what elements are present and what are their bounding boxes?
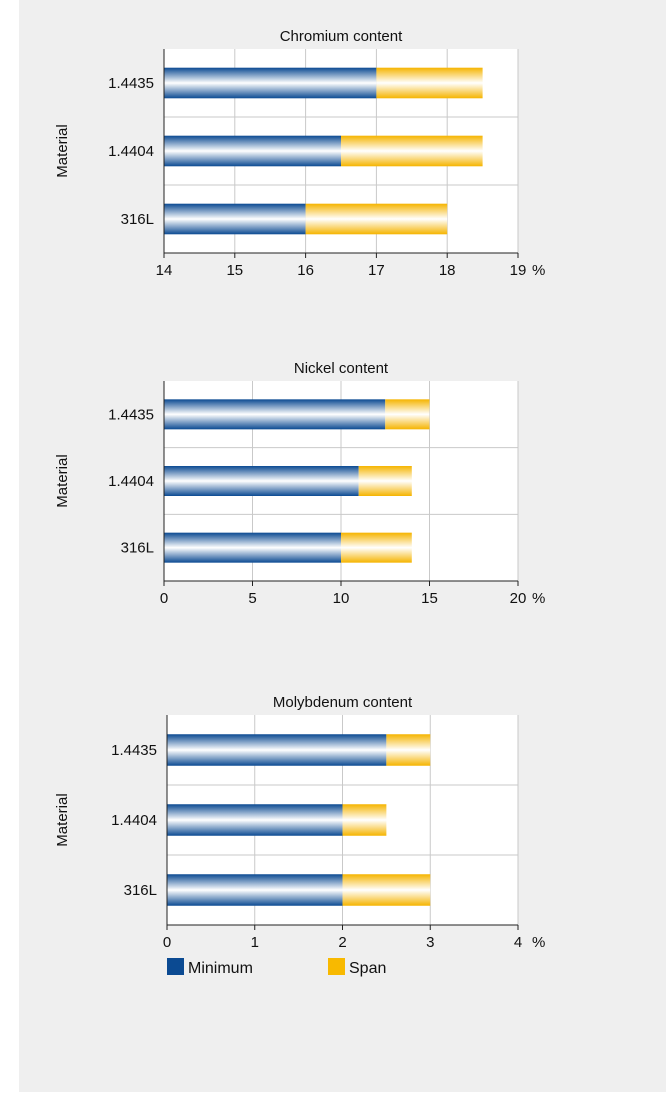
chart-panel: Chromium content 1.4435 1.4404 316L 14 15 16 17… bbox=[19, 0, 666, 1092]
nickel-category-label: 1.4435 bbox=[108, 406, 154, 423]
molybdenum-category-label: 1.4435 bbox=[111, 742, 157, 759]
molybdenum-x-tick-label: 2 bbox=[338, 934, 346, 951]
chromium-x-tick-label: 17 bbox=[368, 262, 385, 279]
nickel-category-label: 316L bbox=[121, 540, 154, 557]
chromium-bar-span-1.4435 bbox=[376, 67, 483, 99]
molybdenum-bar-minimum-1.4404 bbox=[167, 804, 343, 836]
nickel-chart: Nickel content 1.4435 1.4404 316L 0 5 10 15 20 % M… bbox=[54, 360, 545, 607]
molybdenum-x-tick-label: 3 bbox=[426, 934, 434, 951]
nickel-bar-minimum-316L bbox=[164, 532, 341, 563]
molybdenum-category-label: 1.4404 bbox=[111, 812, 157, 829]
chromium-x-tick-label: 19 bbox=[510, 262, 527, 279]
nickel-x-tick-label: 15 bbox=[421, 590, 438, 607]
chromium-chart-title: Chromium content bbox=[280, 28, 403, 45]
legend-label-span: Span bbox=[349, 960, 386, 977]
chromium-bar-minimum-1.4435 bbox=[164, 67, 377, 99]
molybdenum-chart: Molybdenum content 1.4435 1.4404 316L 0 1 2 3 4%… bbox=[54, 694, 545, 951]
nickel-bar-minimum-1.4435 bbox=[164, 399, 386, 430]
chromium-bar-minimum-1.4404 bbox=[164, 135, 341, 167]
legend: Minimum Span bbox=[167, 958, 386, 977]
molybdenum-bar-minimum-1.4435 bbox=[167, 734, 387, 766]
chromium-x-tick-label: 15 bbox=[226, 262, 243, 279]
legend-swatch-minimum bbox=[167, 958, 184, 975]
chromium-bar-minimum-316L bbox=[164, 203, 306, 235]
chromium-x-tick-label: 14 bbox=[156, 262, 173, 279]
legend-label-minimum: Minimum bbox=[188, 960, 253, 977]
chromium-bar-span-1.4404 bbox=[341, 135, 483, 167]
chromium-category-label: 1.4435 bbox=[108, 75, 154, 92]
chromium-x-unit-label: % bbox=[532, 262, 545, 279]
molybdenum-y-axis-title: Material bbox=[54, 793, 71, 846]
chromium-category-label: 316L bbox=[121, 211, 154, 228]
nickel-x-tick-label: 10 bbox=[333, 590, 350, 607]
molybdenum-bar-minimum-316L bbox=[167, 874, 343, 906]
molybdenum-x-tick-label: 4 bbox=[514, 934, 522, 951]
chromium-category-label: 1.4404 bbox=[108, 143, 154, 160]
molybdenum-x-tick-label: 1 bbox=[251, 934, 259, 951]
nickel-y-axis-title: Material bbox=[54, 454, 71, 507]
molybdenum-x-tick-label: 0 bbox=[163, 934, 171, 951]
nickel-bar-minimum-1.4404 bbox=[164, 466, 359, 496]
chromium-x-tick-label: 18 bbox=[439, 262, 456, 279]
nickel-x-unit-label: % bbox=[532, 590, 545, 607]
nickel-x-tick-label: 20 bbox=[510, 590, 527, 607]
molybdenum-bar-span-1.4404 bbox=[342, 804, 387, 836]
molybdenum-category-label: 316L bbox=[124, 882, 157, 899]
chromium-bar-span-316L bbox=[305, 203, 448, 235]
nickel-bar-span-316L bbox=[341, 532, 412, 563]
nickel-category-label: 1.4404 bbox=[108, 473, 154, 490]
molybdenum-bar-span-1.4435 bbox=[386, 734, 431, 766]
nickel-chart-title: Nickel content bbox=[294, 360, 389, 377]
nickel-bar-span-1.4435 bbox=[385, 399, 430, 430]
chromium-chart: Chromium content 1.4435 1.4404 316L 14 15 16 17… bbox=[54, 28, 545, 279]
legend-swatch-span bbox=[328, 958, 345, 975]
nickel-bar-span-1.4404 bbox=[358, 466, 412, 496]
nickel-x-tick-label: 0 bbox=[160, 590, 168, 607]
molybdenum-x-unit-label: % bbox=[532, 934, 545, 951]
nickel-x-tick-label: 5 bbox=[248, 590, 256, 607]
chromium-x-tick-label: 16 bbox=[297, 262, 314, 279]
chromium-y-axis-title: Material bbox=[54, 124, 71, 177]
molybdenum-chart-title: Molybdenum content bbox=[273, 694, 413, 711]
molybdenum-bar-span-316L bbox=[342, 874, 431, 906]
